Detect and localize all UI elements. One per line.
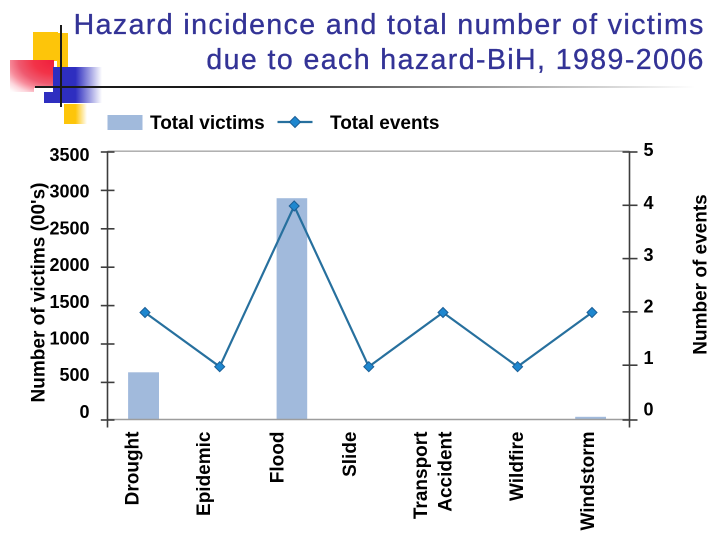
svg-text:0: 0 bbox=[644, 400, 654, 420]
svg-text:Wildfire: Wildfire bbox=[507, 432, 528, 502]
svg-text:Windstorm: Windstorm bbox=[578, 432, 599, 531]
svg-text:Epidemic: Epidemic bbox=[194, 431, 215, 516]
svg-text:2500: 2500 bbox=[49, 218, 89, 238]
svg-text:1: 1 bbox=[644, 348, 654, 368]
svg-text:Total victims: Total victims bbox=[150, 113, 265, 134]
svg-text:3500: 3500 bbox=[49, 145, 89, 165]
svg-text:5: 5 bbox=[644, 140, 654, 160]
svg-text:3000: 3000 bbox=[49, 182, 89, 202]
svg-text:0: 0 bbox=[79, 402, 89, 422]
svg-text:Slide: Slide bbox=[340, 432, 361, 477]
svg-text:2000: 2000 bbox=[49, 255, 89, 275]
svg-text:Transport: Transport bbox=[411, 431, 432, 519]
svg-text:Number of victims (00's): Number of victims (00's) bbox=[29, 183, 50, 403]
svg-text:1500: 1500 bbox=[49, 292, 89, 312]
svg-text:Flood: Flood bbox=[268, 432, 289, 484]
svg-text:1000: 1000 bbox=[49, 329, 89, 349]
svg-text:Total events: Total events bbox=[330, 113, 439, 134]
svg-text:Number of events: Number of events bbox=[691, 194, 712, 354]
svg-text:Drought: Drought bbox=[122, 431, 143, 506]
svg-text:4: 4 bbox=[644, 193, 654, 213]
svg-text:3: 3 bbox=[644, 245, 654, 265]
svg-text:500: 500 bbox=[59, 365, 89, 385]
svg-text:Accident: Accident bbox=[436, 431, 457, 512]
svg-text:2: 2 bbox=[644, 296, 654, 316]
